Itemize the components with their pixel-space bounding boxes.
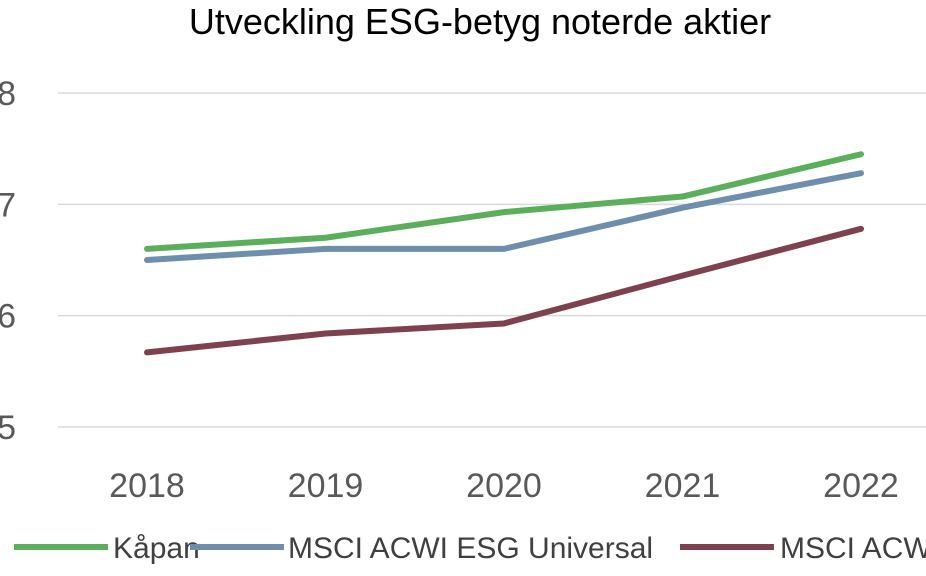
y-tick-label: 7 [0,186,16,224]
chart-title: Utveckling ESG-betyg noterde aktier [189,1,771,42]
x-tick-label: 2020 [466,467,542,505]
legend-label: Kåpan [113,532,200,565]
series-line-0 [144,151,864,252]
y-axis-ticks: 5 6 7 8 [0,75,16,447]
x-axis-ticks: 2018 2019 2020 2021 2022 [109,467,899,505]
legend-label: MSCI ACWI ESG Universal [288,532,653,565]
grid-lines [58,92,926,428]
legend-label: MSCI ACWI [780,532,926,565]
series-lines [144,151,864,356]
y-tick-label: 5 [0,409,16,447]
series-line-1 [144,170,864,263]
y-tick-label: 8 [0,75,16,113]
legend: Kåpan MSCI ACWI ESG Universal MSCI ACWI [14,532,926,565]
x-tick-label: 2022 [823,467,899,505]
x-tick-label: 2018 [109,467,185,505]
x-tick-label: 2021 [645,467,721,505]
x-tick-label: 2019 [288,467,364,505]
y-tick-label: 6 [0,298,16,336]
